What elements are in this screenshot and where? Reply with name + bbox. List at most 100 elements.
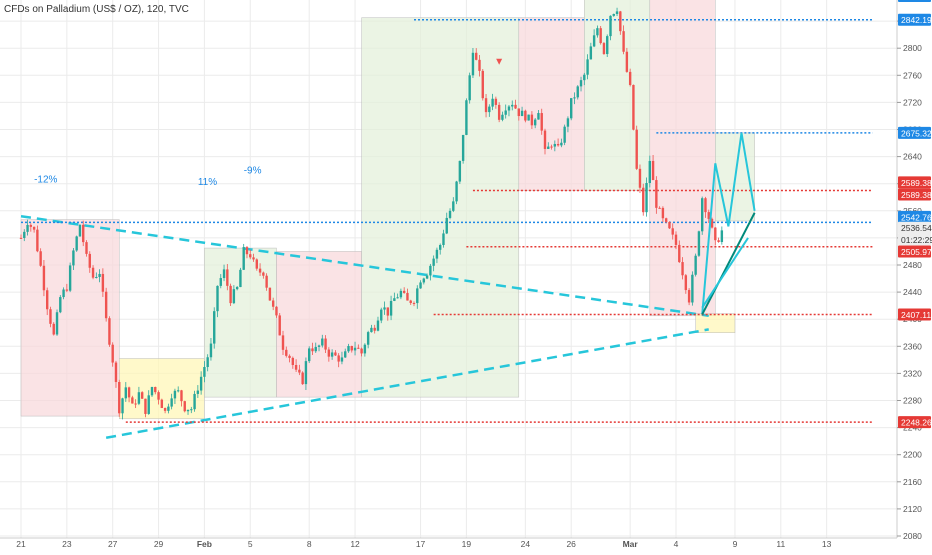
price-tags: 2877.18 2842.19 2675.32 2589.38 2589.38 2542.… <box>898 0 932 429</box>
range-box <box>276 251 362 398</box>
candle-body <box>655 180 658 208</box>
candle-body <box>674 234 678 245</box>
percent-label: -9% <box>244 166 262 177</box>
candle-body <box>445 217 448 234</box>
range-box <box>518 17 585 191</box>
candle-body <box>42 265 46 291</box>
candle-body <box>85 242 88 254</box>
candle-body <box>481 70 484 99</box>
candle-body <box>419 282 422 289</box>
candle-body <box>386 307 389 316</box>
candle-body <box>406 292 409 301</box>
time-tick-label: 9 <box>733 539 738 549</box>
candle-body <box>380 309 383 321</box>
candle-body <box>180 390 183 402</box>
price-tag-label: 2589.38 <box>901 190 932 200</box>
candle-body <box>589 46 593 60</box>
price-tag-bg <box>898 126 931 139</box>
candle-body <box>281 335 285 350</box>
candle-body <box>416 288 419 304</box>
candle-body <box>190 409 193 411</box>
candle-body <box>664 218 668 223</box>
candle-body <box>127 387 131 398</box>
candle-body <box>458 160 462 182</box>
price-tick-label: 2480 <box>903 260 922 270</box>
price-tick-label: 2800 <box>903 43 922 53</box>
candle-body <box>88 253 91 268</box>
price-tag-label: 2536.54 <box>901 223 932 233</box>
price-tag-bg <box>898 0 931 3</box>
range-box <box>584 0 651 191</box>
candle-body <box>317 345 321 347</box>
candle-body <box>658 207 661 209</box>
candle-body <box>327 349 331 357</box>
wedge-line <box>701 237 749 309</box>
candle-body <box>599 28 602 44</box>
candle-body <box>82 224 85 243</box>
price-tag-bg <box>898 176 931 189</box>
candle-body <box>150 387 154 396</box>
candle-body <box>65 289 69 291</box>
candle-body <box>468 75 471 101</box>
percent-label: 11% <box>198 177 217 188</box>
price-tag-label: 2589.38 <box>901 178 932 188</box>
candle-body <box>547 146 550 149</box>
candle-body <box>563 126 566 143</box>
candle-body <box>344 351 347 358</box>
candle-body <box>707 212 710 219</box>
candle-body <box>324 338 327 350</box>
range-box <box>695 313 736 333</box>
price-tick-label: 2560 <box>903 206 922 216</box>
candle-body <box>118 381 121 414</box>
candle-body <box>694 255 697 275</box>
candle-body <box>239 269 242 288</box>
candle-body <box>183 401 186 412</box>
candle-body <box>409 300 412 303</box>
price-tag-label: 2675.32 <box>901 128 932 138</box>
candle-body <box>262 272 265 276</box>
candle-body <box>177 390 180 392</box>
candle-body <box>111 344 114 363</box>
price-tick-label: 2720 <box>903 97 922 107</box>
time-tick-label: 19 <box>462 539 472 549</box>
candle-body <box>163 408 167 411</box>
time-tick-label: 26 <box>566 539 576 549</box>
candle-body <box>330 352 334 357</box>
time-tick-label: 4 <box>674 539 679 549</box>
candle-body <box>461 134 465 161</box>
candle-body <box>167 406 170 411</box>
candle-body <box>52 323 55 335</box>
candle-body <box>347 346 350 352</box>
time-tick-label: 23 <box>62 539 72 549</box>
candle-body <box>278 315 281 336</box>
candle-body <box>556 143 560 146</box>
time-tick-label: 29 <box>154 539 164 549</box>
candle-body <box>370 327 373 333</box>
candle-body <box>75 236 78 251</box>
candle-body <box>668 222 671 229</box>
candle-body <box>134 403 137 405</box>
candle-body <box>337 355 340 362</box>
candle-body <box>596 28 599 36</box>
candle-body <box>29 224 33 227</box>
time-tick-label: 8 <box>307 539 312 549</box>
candle-body <box>625 51 629 72</box>
candle-body <box>196 390 200 394</box>
candle-body <box>645 183 648 213</box>
candle-body <box>717 240 720 242</box>
candle-body <box>681 262 684 276</box>
candle-body <box>78 224 82 237</box>
candle-body <box>691 274 694 303</box>
projection-pattern <box>701 132 756 315</box>
candle-body <box>98 273 101 277</box>
price-tag-label: 2248.26 <box>901 418 932 428</box>
candle-body <box>586 59 589 75</box>
signal-marker <box>496 58 503 65</box>
candle-body <box>353 347 357 351</box>
candle-body <box>609 15 612 37</box>
candle-body <box>530 114 534 126</box>
candle-body <box>193 393 196 410</box>
price-tag-bg <box>898 221 931 234</box>
